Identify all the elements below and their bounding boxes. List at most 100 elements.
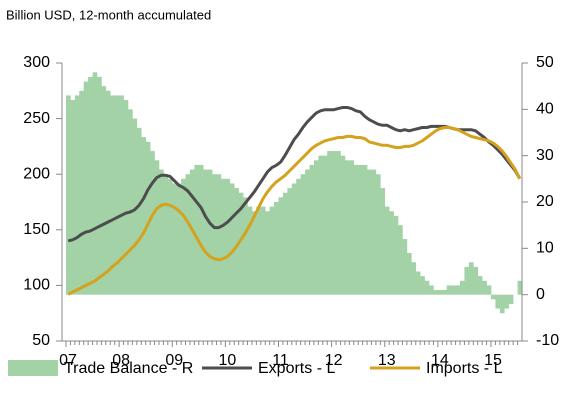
bar: [203, 169, 208, 295]
bar: [464, 266, 470, 295]
bar: [185, 174, 191, 295]
bar: [437, 290, 443, 295]
bar: [468, 262, 474, 295]
x-tick-label: 08: [112, 352, 130, 369]
bar: [150, 151, 155, 295]
bar: [229, 183, 235, 295]
legend-label: Exports - L: [258, 360, 335, 377]
x-tick-label: 07: [59, 352, 77, 369]
bar: [442, 290, 448, 295]
bar: [256, 206, 262, 295]
lines: [67, 105, 522, 296]
bar: [207, 169, 213, 295]
bar: [380, 188, 386, 295]
bar: [415, 271, 421, 295]
y-tick-label: 200: [23, 165, 50, 182]
bar: [96, 76, 102, 295]
x-tick-label: 09: [165, 352, 183, 369]
bar: [216, 174, 222, 295]
bar: [491, 294, 496, 300]
y2-tick-label: 10: [536, 240, 554, 257]
bar: [238, 192, 244, 295]
bar: [508, 294, 514, 304]
bar: [402, 239, 408, 295]
y-tick-label: 100: [23, 277, 50, 294]
y2-tick-label: 0: [536, 286, 545, 303]
chart-title: Billion USD, 12-month accumulated: [6, 7, 211, 22]
bar: [331, 151, 337, 295]
bar: [309, 164, 315, 295]
bar: [123, 100, 129, 295]
y2-tick-label: 40: [536, 101, 554, 118]
bar: [305, 169, 310, 295]
y-tick-label: 150: [23, 221, 50, 238]
bar: [66, 95, 71, 295]
bar: [101, 86, 107, 295]
y2-tick-label: -10: [536, 332, 559, 349]
bar: [477, 276, 483, 295]
bar: [318, 155, 324, 295]
bar: [198, 164, 204, 295]
bar: [114, 95, 120, 295]
bar: [499, 294, 505, 314]
y-tick-label: 50: [32, 332, 50, 349]
bar: [362, 164, 368, 295]
x-tick-label: 11: [272, 352, 289, 369]
bar: [145, 141, 151, 295]
bar: [482, 280, 487, 295]
bar: [172, 183, 177, 295]
bar: [282, 192, 288, 295]
x-tick-label: 10: [218, 352, 236, 369]
bar: [265, 211, 270, 295]
x-tick-label: 12: [325, 352, 343, 369]
bar: [181, 178, 186, 295]
bar: [411, 262, 417, 295]
x-tick-label: 13: [378, 352, 396, 369]
bar: [384, 206, 390, 295]
bar: [322, 155, 328, 295]
bar: [296, 178, 301, 295]
bar: [340, 155, 346, 295]
bar: [473, 266, 479, 295]
line: [67, 126, 522, 296]
bar: [344, 160, 350, 295]
bar: [105, 90, 111, 295]
bar: [278, 197, 284, 295]
legend-swatch: [8, 360, 58, 376]
y-tick-label: 250: [23, 110, 50, 127]
bar: [247, 206, 253, 295]
bar: [300, 174, 306, 295]
bar: [287, 188, 293, 295]
bar: [327, 151, 332, 295]
bar: [367, 169, 372, 295]
x-tick-label: 15: [484, 352, 502, 369]
bar: [460, 280, 465, 295]
bar: [136, 127, 142, 295]
bar: [88, 76, 93, 295]
bar: [119, 95, 124, 295]
bar: [455, 285, 461, 295]
bar: [127, 109, 133, 295]
bar: [79, 90, 85, 295]
bar: [420, 276, 425, 295]
bar: [212, 174, 217, 295]
bar: [251, 211, 257, 295]
bar: [371, 169, 377, 295]
bar: [132, 118, 138, 295]
bar: [243, 197, 248, 295]
bar: [141, 137, 146, 295]
bar: [358, 164, 363, 295]
y-tick-label: 300: [23, 54, 50, 71]
bar: [269, 206, 275, 295]
bar: [349, 160, 355, 295]
bar: [313, 160, 319, 295]
bar: [451, 285, 456, 295]
bar: [83, 81, 89, 295]
bar: [167, 178, 173, 295]
bar: [336, 151, 341, 295]
bar: [406, 252, 412, 295]
bars: [66, 72, 523, 314]
bar: [446, 285, 452, 295]
bar: [176, 183, 182, 295]
